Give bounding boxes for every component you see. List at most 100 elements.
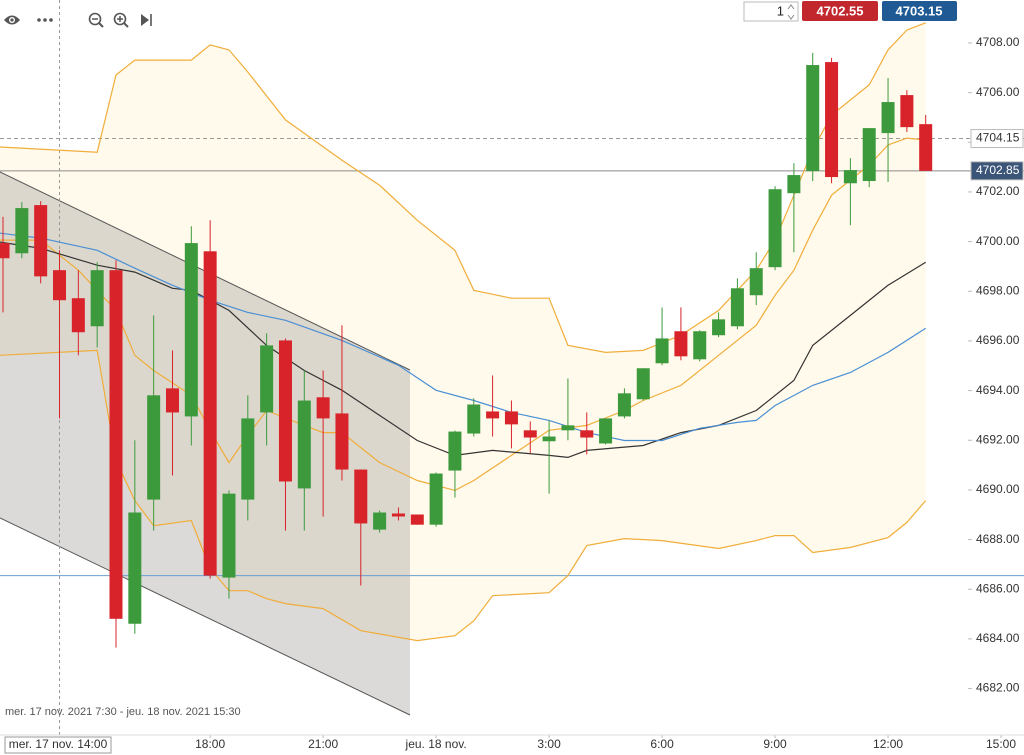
candle-body bbox=[900, 95, 914, 128]
price-label: 4704.15 bbox=[976, 131, 1020, 145]
candle-body bbox=[693, 331, 707, 360]
y-tick-label: 4698.00 bbox=[976, 283, 1020, 297]
x-tick-label: 21:00 bbox=[308, 737, 338, 751]
candle-body bbox=[373, 512, 387, 530]
indicator-line bbox=[0, 349, 927, 642]
candle-body bbox=[636, 368, 650, 400]
buy-price: 4703.15 bbox=[896, 3, 943, 18]
quantity: 1 bbox=[777, 3, 784, 18]
candle-body bbox=[825, 62, 839, 178]
candle-body bbox=[165, 388, 179, 413]
y-tick-label: 4686.00 bbox=[976, 581, 1020, 595]
x-tick-label: 12:00 bbox=[873, 737, 903, 751]
candle-body bbox=[278, 340, 292, 482]
candle-body bbox=[448, 431, 462, 471]
zoom-out-button[interactable] bbox=[88, 12, 104, 28]
candle-body bbox=[203, 251, 217, 576]
candle-body bbox=[241, 418, 255, 500]
x-tick-label: 9:00 bbox=[763, 737, 787, 751]
candle-body bbox=[297, 400, 311, 489]
candle-body bbox=[335, 413, 349, 470]
date-range: mer. 17 nov. 2021 7:30 - jeu. 18 nov. 20… bbox=[5, 706, 241, 718]
candle-body bbox=[504, 411, 518, 425]
candle-body bbox=[15, 208, 29, 254]
y-tick-label: 4692.00 bbox=[976, 432, 1020, 446]
crosshair-label: mer. 17 nov. 14:00 bbox=[9, 737, 108, 751]
toolbar bbox=[4, 12, 152, 28]
y-tick-label: 4702.00 bbox=[976, 184, 1020, 198]
y-tick-label: 4706.00 bbox=[976, 85, 1020, 99]
candle-body bbox=[806, 65, 820, 172]
y-tick-label: 4708.00 bbox=[976, 35, 1020, 49]
candle-body bbox=[316, 397, 330, 419]
candle-body bbox=[881, 102, 895, 134]
band-fill bbox=[0, 22, 926, 641]
candle-body bbox=[768, 189, 782, 268]
candle-body bbox=[655, 338, 669, 364]
candle-body bbox=[90, 270, 104, 327]
x-tick-label: 6:00 bbox=[650, 737, 674, 751]
crosshair-label-box bbox=[4, 736, 112, 754]
y-tick-label: 4690.00 bbox=[976, 482, 1020, 496]
trade-panel: 1 4702.55 4703.15 bbox=[743, 1, 957, 22]
candle-body bbox=[712, 319, 726, 336]
price-label: 4702.85 bbox=[976, 163, 1020, 177]
candle-body bbox=[260, 345, 274, 413]
y-tick-label: 4684.00 bbox=[976, 631, 1020, 645]
candle-body bbox=[429, 473, 443, 525]
candle-body bbox=[222, 493, 236, 578]
x-tick-label: 3:00 bbox=[537, 737, 561, 751]
y-tick-label: 4700.00 bbox=[976, 234, 1020, 248]
candle-body bbox=[184, 243, 198, 417]
buy-button[interactable] bbox=[882, 1, 957, 21]
candle-body bbox=[523, 430, 537, 438]
y-tick-label: 4696.00 bbox=[976, 333, 1020, 347]
candle-body bbox=[128, 512, 142, 624]
price-label-box bbox=[970, 161, 1024, 181]
x-tick-label: jeu. 18 nov. bbox=[405, 737, 467, 751]
candle-body bbox=[749, 268, 763, 296]
candle-body bbox=[843, 170, 857, 184]
candle-body bbox=[71, 298, 85, 333]
candle-body bbox=[0, 243, 10, 259]
candle-body bbox=[617, 393, 631, 417]
price-label-box bbox=[970, 129, 1024, 149]
candle-body bbox=[561, 425, 575, 431]
candle-body bbox=[862, 128, 876, 182]
candle-body bbox=[486, 411, 500, 419]
candle-body bbox=[391, 513, 405, 517]
candle-body bbox=[109, 270, 123, 619]
candle-body bbox=[147, 395, 161, 500]
y-tick-label: 4694.00 bbox=[976, 383, 1020, 397]
candle-body bbox=[919, 124, 933, 171]
play-button[interactable] bbox=[141, 14, 152, 26]
candle-body bbox=[674, 331, 688, 357]
x-tick-label: 15:00 bbox=[986, 737, 1016, 751]
candle-body bbox=[599, 418, 613, 444]
channel-lower bbox=[0, 517, 411, 716]
more-button[interactable] bbox=[37, 18, 53, 22]
y-tick-label: 4688.00 bbox=[976, 532, 1020, 546]
candle-body bbox=[467, 404, 481, 434]
zoom-in-button[interactable] bbox=[113, 12, 129, 28]
candle-body bbox=[787, 175, 801, 194]
candle-body bbox=[354, 469, 368, 524]
candle-body bbox=[580, 430, 594, 438]
sell-price: 4702.55 bbox=[817, 3, 864, 18]
x-tick-label: 18:00 bbox=[195, 737, 225, 751]
candle-body bbox=[542, 436, 556, 442]
background-layer bbox=[0, 22, 926, 641]
eye-button[interactable] bbox=[4, 15, 20, 25]
y-tick-label: 4682.00 bbox=[976, 681, 1020, 695]
indicator-line bbox=[0, 137, 926, 492]
candle-body bbox=[34, 205, 48, 277]
indicator-line bbox=[0, 241, 927, 459]
candle-body bbox=[410, 514, 424, 525]
spinner[interactable] bbox=[787, 4, 795, 20]
candle-body bbox=[730, 288, 744, 327]
quantity-input[interactable] bbox=[743, 1, 799, 22]
sell-button[interactable] bbox=[802, 1, 878, 21]
